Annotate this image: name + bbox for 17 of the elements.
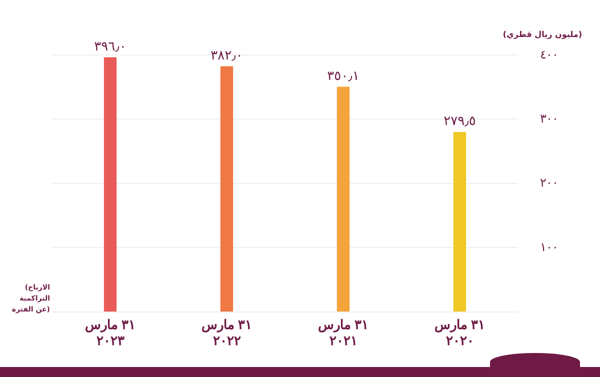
y-tick-label: ٤٠٠ (540, 47, 558, 62)
data-label: ٢٧٩٫٥ (444, 114, 476, 130)
x-tick-label: ٣١ مارس ٢٠٢١ (318, 317, 369, 348)
data-label: ٣٨٢٫٠ (210, 48, 243, 64)
y-tick-label: ٣٠٠ (540, 112, 558, 126)
data-label: ٣٩٦٫٠ (94, 39, 126, 54)
bar (220, 66, 234, 312)
y-tick-label: ١٠٠ (540, 240, 558, 254)
data-label: ٣٥٠٫١ (327, 68, 360, 84)
x-tick-label: ٣١ مارس ٢٠٢٠ (434, 317, 486, 348)
bar (453, 132, 466, 312)
x-tick-label: ٣١ مارس ٢٠٢٣ (84, 317, 136, 348)
bar (104, 57, 117, 312)
bar (336, 86, 350, 312)
x-tick-label: ٣١ مارس ٢٠٢٢ (201, 317, 252, 348)
y-tick-label: ٢٠٠ (540, 176, 558, 190)
y-axis-title: (مليون ريال قطري) (502, 30, 582, 40)
